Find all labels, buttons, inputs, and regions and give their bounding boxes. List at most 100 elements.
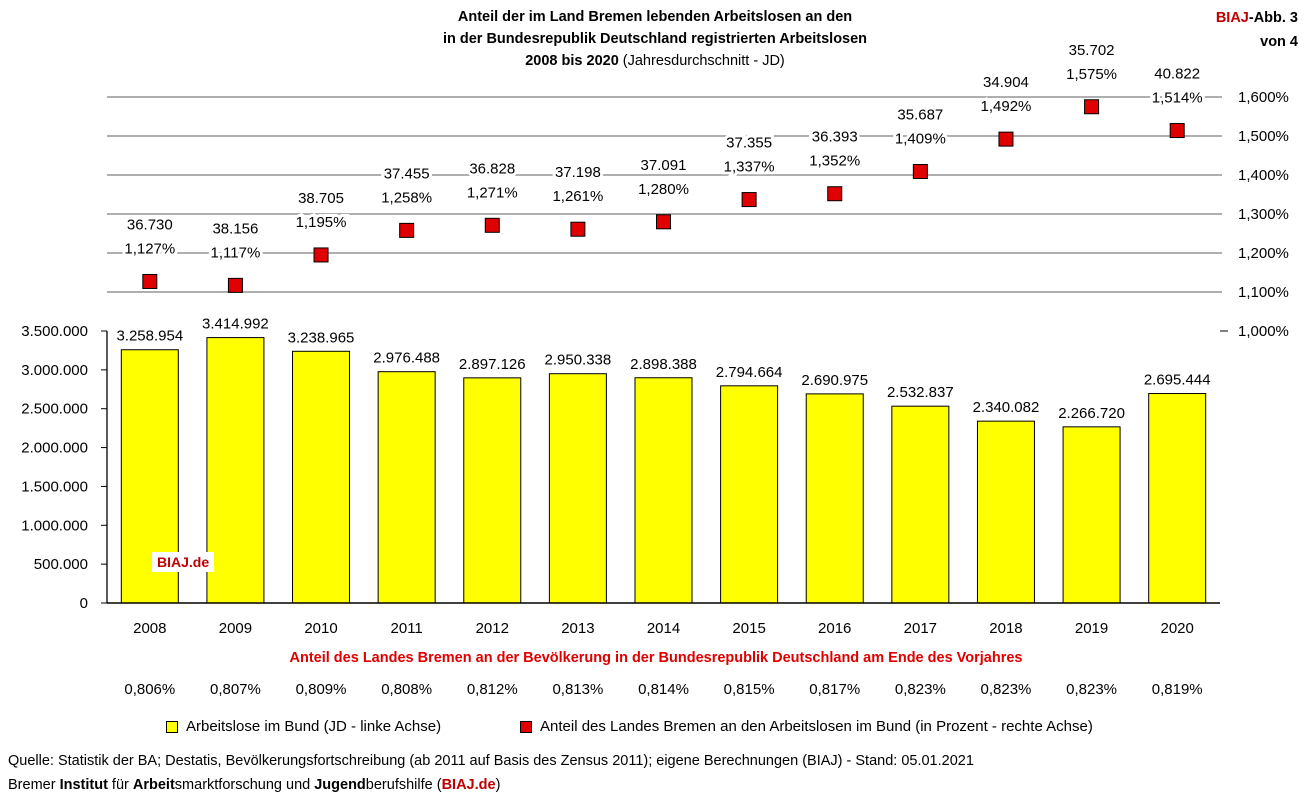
x-tick-label: 2020 xyxy=(1161,620,1194,637)
share-percent-label: 1,271% xyxy=(467,184,518,201)
share-percent-label: 1,195% xyxy=(296,214,347,231)
share-percent-label: 1,492% xyxy=(981,98,1032,115)
institute-line: Bremer Institut für Arbeitsmarktforschun… xyxy=(8,774,500,796)
bar-value-label: 3.414.992 xyxy=(202,316,269,333)
x-tick-label: 2013 xyxy=(561,620,594,637)
institute-text-2: Institut xyxy=(59,777,108,793)
x-tick-label: 2016 xyxy=(818,620,851,637)
title-line-1: Anteil der im Land Bremen lebenden Arbei… xyxy=(457,9,853,25)
population-share-value: 0,812% xyxy=(467,681,518,698)
x-tick-label: 2018 xyxy=(989,620,1022,637)
population-share-value: 0,807% xyxy=(210,681,261,698)
bar-value-label: 2.266.720 xyxy=(1058,405,1125,422)
x-tick-label: 2012 xyxy=(476,620,509,637)
bremen-count-label: 34.904 xyxy=(983,74,1029,91)
marker-2014 xyxy=(656,214,671,230)
bar-2019 xyxy=(1062,426,1121,604)
title-line-2: in der Bundesrepublik Deutschland regist… xyxy=(442,31,868,47)
title-line-3-years: 2008 bis 2020 xyxy=(525,53,619,69)
share-percent-label: 1,352% xyxy=(809,153,860,170)
source-note: Quelle: Statistik der BA; Destatis, Bevö… xyxy=(8,753,974,769)
x-tick-label: 2019 xyxy=(1075,620,1108,637)
right-axis-tick-label: 1,100% xyxy=(1238,284,1289,301)
badge-text: -Abb. 3 xyxy=(1248,10,1298,26)
right-axis-tick-label: 1,500% xyxy=(1238,128,1289,145)
left-axis-tick-label: 1.000.000 xyxy=(21,517,88,534)
bar-2010 xyxy=(292,350,351,604)
bremen-count-label: 36.730 xyxy=(127,216,173,233)
bar-value-label: 2.898.388 xyxy=(630,356,697,373)
marker-2010 xyxy=(313,247,329,263)
legend-marker-swatch xyxy=(520,720,532,733)
bremen-count-label: 37.355 xyxy=(726,135,772,152)
bar-value-label: 2.340.082 xyxy=(973,399,1040,416)
share-percent-label: 1,280% xyxy=(638,181,689,198)
institute-text-6: Jugend xyxy=(314,777,366,793)
left-axis-tick-label: 2.000.000 xyxy=(21,440,88,457)
bar-value-label: 2.532.837 xyxy=(887,384,954,401)
marker-2015 xyxy=(741,192,757,208)
bar-value-label: 2.695.444 xyxy=(1144,372,1211,389)
population-share-value: 0,813% xyxy=(552,681,603,698)
bar-value-label: 2.976.488 xyxy=(373,350,440,367)
watermark: BIAJ.de xyxy=(152,552,215,572)
bar-2017 xyxy=(891,405,950,604)
share-percent-label: 1,337% xyxy=(724,159,775,176)
bremen-count-label: 40.822 xyxy=(1154,66,1200,83)
institute-link[interactable]: BIAJ.de xyxy=(441,777,496,793)
institute-text-7: berufshilfe ( xyxy=(365,777,442,793)
population-share-value: 0,817% xyxy=(809,681,860,698)
x-tick-label: 2017 xyxy=(904,620,937,637)
bar-value-label: 2.950.338 xyxy=(545,352,612,369)
x-tick-label: 2008 xyxy=(133,620,166,637)
legend-marker-label: Anteil des Landes Bremen an den Arbeitsl… xyxy=(540,718,1093,735)
share-percent-label: 1,258% xyxy=(381,189,432,206)
population-share-value: 0,823% xyxy=(1066,681,1117,698)
population-share-value: 0,823% xyxy=(895,681,946,698)
bremen-count-label: 37.091 xyxy=(641,157,687,174)
legend-marker-entry: Anteil des Landes Bremen an den Arbeitsl… xyxy=(520,718,1093,735)
institute-text-1: Bremer xyxy=(8,777,60,793)
marker-2016 xyxy=(827,186,843,202)
bar-2012 xyxy=(463,377,522,604)
bar-2020 xyxy=(1148,393,1207,604)
bremen-count-label: 38.156 xyxy=(212,220,258,237)
marker-2013 xyxy=(570,221,586,237)
bremen-count-label: 35.687 xyxy=(897,106,943,123)
share-percent-label: 1,261% xyxy=(552,188,603,205)
population-share-value: 0,809% xyxy=(296,681,347,698)
left-axis-tick-label: 3.500.000 xyxy=(21,323,88,340)
marker-2017 xyxy=(912,163,928,179)
bremen-count-label: 36.828 xyxy=(469,160,515,177)
right-axis-tick-label: 1,300% xyxy=(1238,206,1289,223)
bar-value-label: 3.258.954 xyxy=(116,328,183,345)
bremen-count-label: 36.393 xyxy=(812,129,858,146)
institute-text-4: Arbeit xyxy=(132,777,175,793)
badge-brand: BIAJ xyxy=(1215,10,1249,26)
chart-title: Anteil der im Land Bremen lebenden Arbei… xyxy=(330,6,980,72)
title-line-3-rest: (Jahresdurchschnitt - JD) xyxy=(618,53,785,69)
bremen-count-label: 37.198 xyxy=(555,164,601,181)
bar-2014 xyxy=(634,377,693,604)
share-percent-label: 1,117% xyxy=(211,244,261,261)
bar-value-label: 2.794.664 xyxy=(716,364,783,381)
x-tick-label: 2010 xyxy=(304,620,337,637)
right-axis-tick-label: 1,000% xyxy=(1238,323,1289,340)
population-share-value: 0,823% xyxy=(981,681,1032,698)
bar-2011 xyxy=(377,371,436,604)
badge-line-2: von 4 xyxy=(1260,34,1298,50)
bremen-count-label: 38.705 xyxy=(298,190,344,207)
left-axis-tick-label: 3.000.000 xyxy=(21,362,88,379)
left-axis-tick-label: 0 xyxy=(80,595,88,612)
population-share-value: 0,815% xyxy=(724,681,775,698)
share-percent-label: 1,514% xyxy=(1152,90,1203,107)
left-axis-tick-label: 500.000 xyxy=(34,556,88,573)
bremen-count-label: 35.702 xyxy=(1069,42,1115,59)
bar-2016 xyxy=(805,393,864,604)
population-share-value: 0,806% xyxy=(124,681,175,698)
bar-value-label: 2.690.975 xyxy=(801,372,868,389)
x-tick-label: 2011 xyxy=(391,620,423,637)
marker-2008 xyxy=(142,273,158,289)
figure-badge: BIAJ-Abb. 3 von 4 xyxy=(1216,6,1298,54)
